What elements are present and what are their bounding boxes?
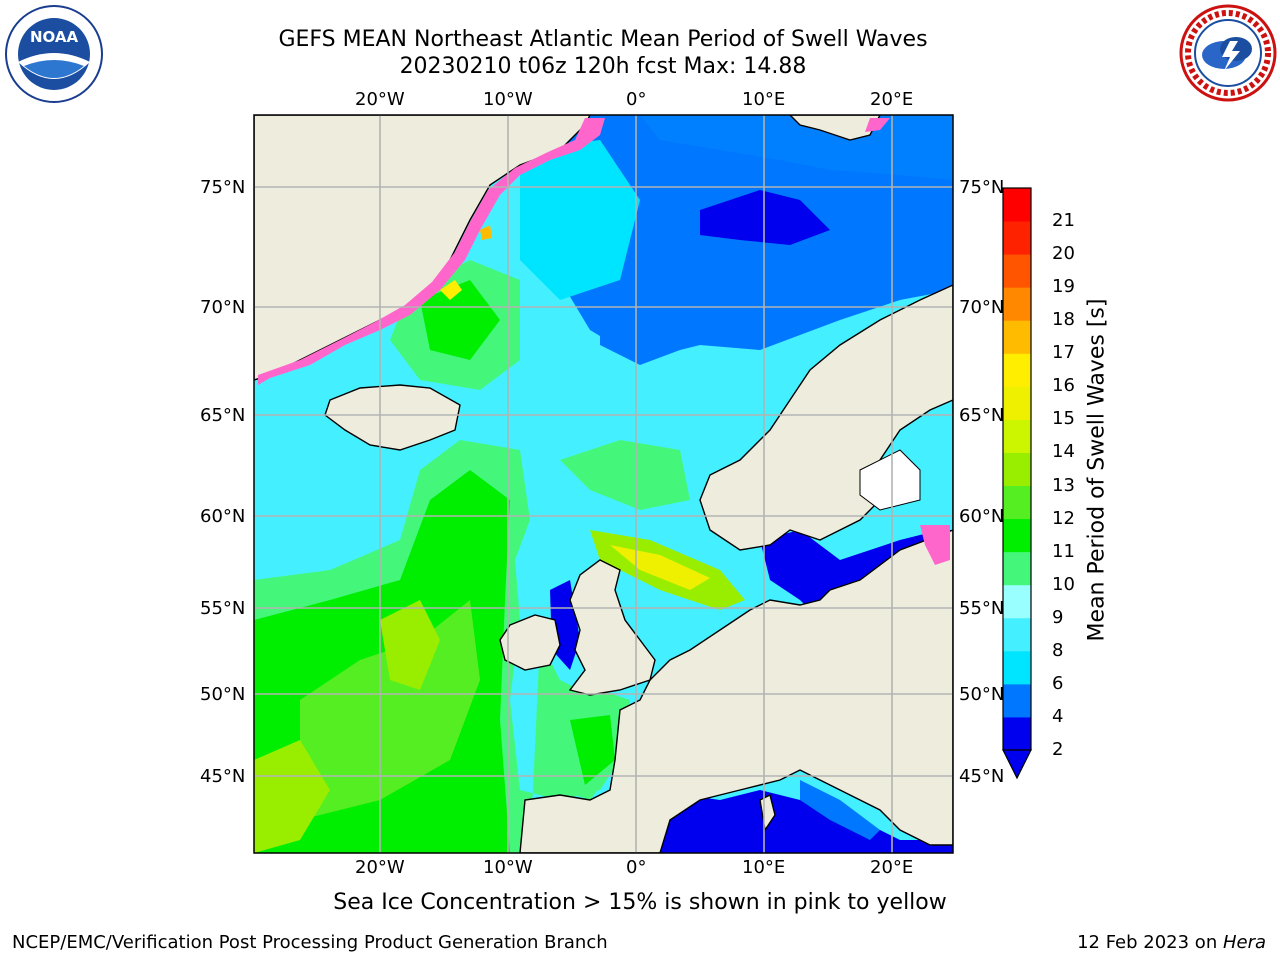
map-frame [253,114,954,854]
colorbar-tick-label: 9 [1052,606,1064,628]
colorbar-swatch [1003,386,1031,420]
colorbar-extend-arrow [1002,749,1032,780]
colorbar-swatch [1003,419,1031,453]
colorbar [1002,187,1032,780]
colorbar-label: Mean Period of Swell Waves [s] [1084,298,1110,642]
footer-date-text: 12 Feb 2023 on [1077,932,1223,953]
colorbar-swatches [1003,188,1031,751]
colorbar-tick-label: 16 [1052,375,1075,397]
colorbar-swatch [1003,452,1031,487]
colorbar-tick-label: 13 [1052,474,1075,496]
colorbar-swatch [1003,221,1031,255]
colorbar-swatch [1003,254,1031,288]
colorbar-swatch [1003,584,1031,619]
lon-label-top-10e: 10°E [742,89,786,110]
nws-logo [1178,3,1278,103]
colorbar-swatch [1003,485,1031,520]
map-field [254,115,953,853]
noaa-logo: NOAA [4,4,104,104]
lat-label-right-65n: 65°N [959,405,1005,426]
lat-label-right-45n: 45°N [959,766,1005,787]
footer-credit: NCEP/EMC/Verification Post Processing Pr… [12,932,608,953]
lat-label-right-60n: 60°N [959,506,1005,527]
colorbar-tick-label: 12 [1052,507,1075,529]
footer-host: Hera [1222,932,1266,953]
lon-label-bottom-10w: 10°W [483,857,533,878]
colorbar-tick-label: 10 [1052,573,1075,595]
land-areas [254,115,953,853]
graticule [254,115,953,853]
colorbar-tick-label: 18 [1052,309,1075,331]
chart-title: GEFS MEAN Northeast Atlantic Mean Period… [278,27,928,52]
lat-label-right-50n: 50°N [959,684,1005,705]
colorbar-swatch [1003,188,1031,222]
sea-ice-edge [258,118,950,565]
colorbar-swatch [1003,617,1031,652]
lat-label-left-50n: 50°N [200,684,246,705]
colorbar-tick-label: 21 [1052,210,1075,232]
lon-label-bottom-20w: 20°W [355,857,405,878]
lat-label-right-70n: 70°N [959,297,1005,318]
colorbar-tick-label: 8 [1052,639,1064,661]
lat-label-left-65n: 65°N [200,405,246,426]
lat-label-left-75n: 75°N [200,177,246,198]
lat-label-right-75n: 75°N [959,177,1005,198]
lat-label-left-60n: 60°N [200,506,246,527]
sea-ice-note: Sea Ice Concentration > 15% is shown in … [333,890,947,915]
colorbar-tick-labels: 2 4 6 8 9 10 11 12 13 14 15 16 17 18 19 20 21 [1050,0,1090,960]
colorbar-tick-label: 4 [1052,705,1064,727]
lon-label-top-20w: 20°W [355,89,405,110]
colorbar-swatch [1003,287,1031,321]
lat-label-right-55n: 55°N [959,598,1005,619]
colorbar-tick-label: 14 [1052,441,1075,463]
colorbar-tick-label: 2 [1052,739,1064,760]
colorbar-tick-label: 6 [1052,672,1064,694]
colorbar-swatch [1003,716,1031,751]
lat-label-left-45n: 45°N [200,766,246,787]
colorbar-tick-label: 15 [1052,408,1075,430]
noaa-logo-text: NOAA [30,28,79,46]
colorbar-swatch [1003,650,1031,685]
colorbar-tick-label: 11 [1052,540,1075,562]
chart-subtitle: 20230210 t06z 120h fcst Max: 14.88 [399,54,807,79]
lon-label-top-0: 0° [626,89,647,110]
colorbar-tick-label: 17 [1052,342,1075,364]
lon-label-top-20e: 20°E [870,89,914,110]
colorbar-tick-label: 20 [1052,243,1075,265]
lon-label-top-10w: 10°W [483,89,533,110]
footer-date: 12 Feb 2023 on Hera [1077,932,1266,954]
colorbar-swatch [1003,518,1031,553]
colorbar-tick-label: 19 [1052,276,1075,298]
colorbar-swatch [1003,551,1031,586]
lon-label-bottom-10e: 10°E [742,857,786,878]
lat-label-left-70n: 70°N [200,297,246,318]
lon-label-bottom-20e: 20°E [870,857,914,878]
lat-label-left-55n: 55°N [200,598,246,619]
lon-label-bottom-0: 0° [626,857,647,878]
colorbar-swatch [1003,320,1031,354]
colorbar-swatch [1003,353,1031,387]
colorbar-swatch [1003,683,1031,718]
